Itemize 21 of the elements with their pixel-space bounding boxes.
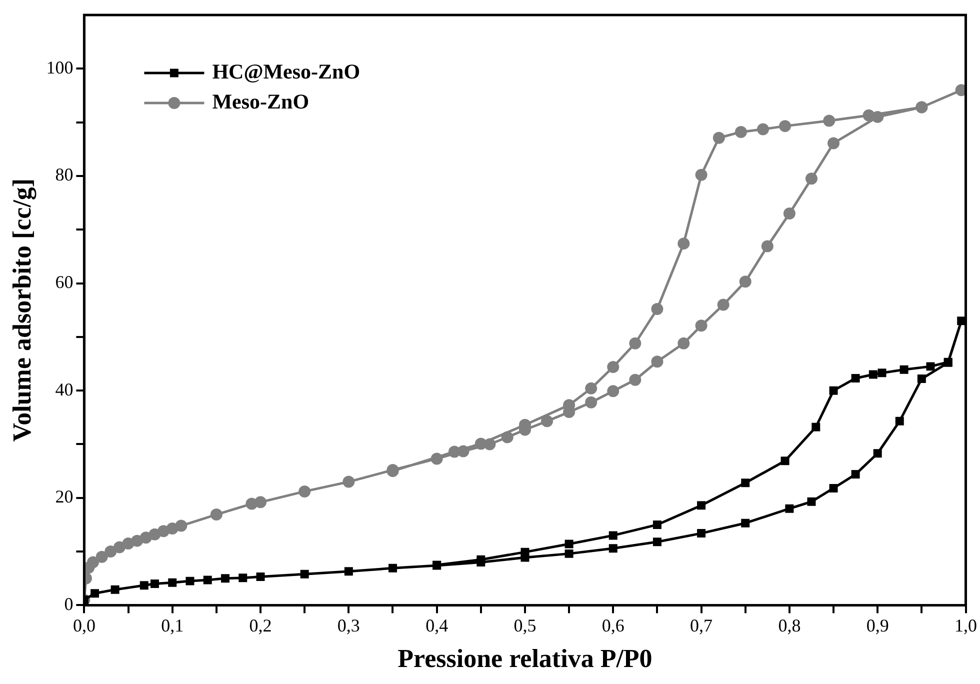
x-tick-label: 0,5 (514, 616, 536, 636)
x-tick-label: 0,4 (426, 616, 448, 636)
x-tick-label: 0,1 (161, 616, 184, 636)
x-tick-label: 0,7 (690, 616, 713, 636)
x-tick-label: 0,0 (72, 616, 96, 636)
y-tick-label: 80 (55, 164, 74, 185)
y-tick-label: 60 (55, 272, 74, 292)
legend-label: HC@Meso-ZnO (212, 59, 360, 84)
y-tick-label: 20 (55, 486, 74, 507)
x-tick-label: 0,8 (778, 616, 801, 636)
y-tick-label: 40 (55, 379, 74, 400)
x-tick-label: 0,9 (866, 616, 889, 636)
y-tick-label: 0 (64, 594, 74, 614)
y-axis-title: Volume adsorbito [cc/g] (7, 178, 36, 442)
x-axis-title: Pressione relativa P/P0 (398, 644, 652, 674)
x-tick-label: 0,6 (602, 616, 624, 636)
legend-label: Meso-ZnO (212, 89, 310, 114)
x-tick-label: 0,2 (249, 616, 272, 636)
x-tick-label: 1,0 (954, 616, 977, 636)
y-tick-label: 100 (46, 57, 74, 78)
x-tick-label: 0,3 (337, 616, 360, 636)
